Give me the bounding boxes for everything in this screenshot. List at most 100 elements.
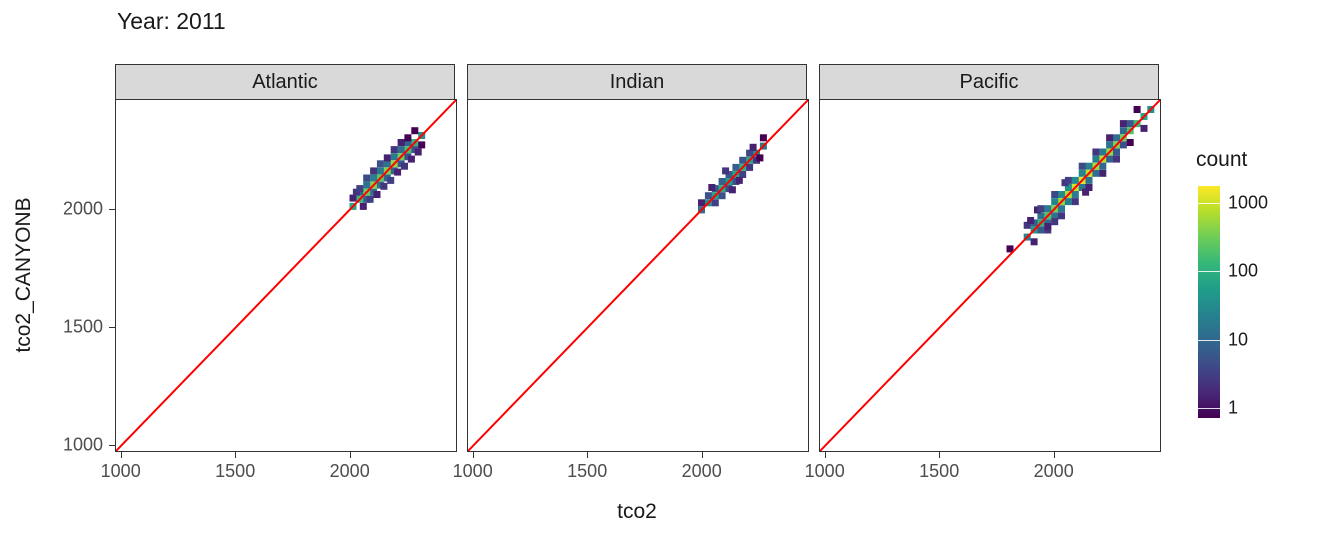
x-tick-mark bbox=[235, 452, 237, 458]
legend-tick-mark bbox=[1198, 339, 1220, 341]
legend-colorbar bbox=[1198, 186, 1220, 418]
bin bbox=[718, 192, 726, 200]
x-tick-mark bbox=[939, 452, 941, 458]
bin bbox=[359, 202, 367, 210]
bin bbox=[414, 148, 422, 156]
bin bbox=[1085, 162, 1093, 170]
bin bbox=[1092, 148, 1100, 156]
bin bbox=[363, 174, 371, 182]
facet-strip: Indian bbox=[467, 64, 807, 100]
bin bbox=[370, 174, 378, 182]
bin bbox=[1085, 176, 1093, 184]
bin bbox=[739, 171, 747, 178]
facet-strip: Pacific bbox=[819, 64, 1159, 100]
bin bbox=[380, 182, 388, 190]
bin bbox=[1106, 141, 1114, 149]
bin bbox=[370, 167, 378, 175]
bin bbox=[746, 163, 754, 171]
bin bbox=[1064, 176, 1072, 184]
y-tick-mark bbox=[109, 326, 115, 328]
bin bbox=[1051, 218, 1059, 226]
bin bbox=[366, 195, 374, 203]
bin bbox=[352, 188, 360, 196]
y-tick-label: 2000 bbox=[62, 198, 103, 219]
plot-panel bbox=[819, 99, 1161, 452]
bin bbox=[387, 176, 395, 184]
bin bbox=[1106, 155, 1114, 163]
bin bbox=[394, 168, 402, 176]
bin bbox=[1140, 124, 1148, 132]
reference-line bbox=[468, 100, 808, 451]
y-tick-label: 1000 bbox=[62, 434, 103, 455]
bin bbox=[718, 178, 726, 185]
bin bbox=[725, 171, 733, 178]
bin bbox=[397, 139, 405, 146]
bin bbox=[1078, 162, 1086, 170]
bin bbox=[1099, 162, 1107, 170]
bin bbox=[1119, 127, 1127, 135]
bin bbox=[1113, 134, 1120, 142]
x-tick-mark bbox=[1053, 452, 1055, 458]
bin bbox=[1078, 169, 1086, 177]
bin bbox=[722, 167, 730, 175]
x-tick-mark bbox=[587, 452, 589, 458]
plot-panel bbox=[467, 99, 809, 452]
y-tick-mark bbox=[109, 208, 115, 210]
legend: count 1 10 100 1000 bbox=[1196, 148, 1326, 418]
y-tick-label: 1500 bbox=[62, 316, 103, 337]
x-tick-label: 2000 bbox=[1033, 461, 1074, 481]
x-axis-title: tco2 bbox=[617, 500, 657, 523]
bin bbox=[1027, 217, 1035, 224]
x-tick-mark bbox=[349, 452, 351, 458]
bin bbox=[363, 181, 371, 189]
bin bbox=[397, 146, 405, 154]
plot-panel bbox=[115, 99, 457, 452]
x-tick-mark bbox=[701, 452, 703, 458]
bin bbox=[749, 143, 757, 151]
legend-tick-mark bbox=[1198, 203, 1220, 205]
bin bbox=[1044, 219, 1052, 227]
bin bbox=[1126, 139, 1134, 146]
bin bbox=[1023, 221, 1031, 229]
bin bbox=[1113, 148, 1120, 156]
x-tick-label: 1500 bbox=[215, 461, 256, 481]
legend-tick-label: 100 bbox=[1228, 260, 1259, 281]
bin bbox=[418, 141, 426, 149]
x-tick-label: 2000 bbox=[681, 461, 722, 481]
bin bbox=[1037, 205, 1045, 213]
legend-tick-label: 1 bbox=[1228, 397, 1239, 418]
bin bbox=[1058, 191, 1065, 198]
bin bbox=[1051, 191, 1059, 198]
bin bbox=[1058, 212, 1065, 220]
x-tick-mark bbox=[824, 452, 826, 458]
bin bbox=[356, 185, 364, 193]
bin bbox=[1030, 238, 1038, 246]
bin bbox=[1078, 184, 1086, 191]
x-tick-label: 1500 bbox=[567, 461, 608, 481]
bin bbox=[698, 199, 705, 207]
bin bbox=[735, 176, 743, 184]
bin bbox=[376, 160, 384, 168]
facet-label: Indian bbox=[609, 70, 665, 93]
reference-line bbox=[820, 100, 1160, 451]
bin bbox=[732, 163, 740, 171]
bin bbox=[1037, 226, 1045, 234]
x-tick-label: 1000 bbox=[804, 461, 845, 481]
facet-strip: Atlantic bbox=[115, 64, 455, 100]
bin bbox=[756, 154, 764, 162]
bin bbox=[1064, 198, 1072, 206]
bin bbox=[401, 162, 408, 170]
facet-label: Atlantic bbox=[252, 70, 318, 93]
bin bbox=[1006, 245, 1014, 253]
bin bbox=[1085, 184, 1093, 191]
bin bbox=[1092, 169, 1100, 177]
x-tick-mark bbox=[472, 452, 474, 458]
bin bbox=[704, 192, 712, 200]
bin bbox=[1113, 155, 1120, 163]
bin bbox=[373, 191, 381, 198]
bin bbox=[407, 155, 415, 163]
bin bbox=[1106, 134, 1114, 142]
reference-line bbox=[116, 100, 456, 451]
legend-tick-label: 1000 bbox=[1228, 192, 1269, 213]
